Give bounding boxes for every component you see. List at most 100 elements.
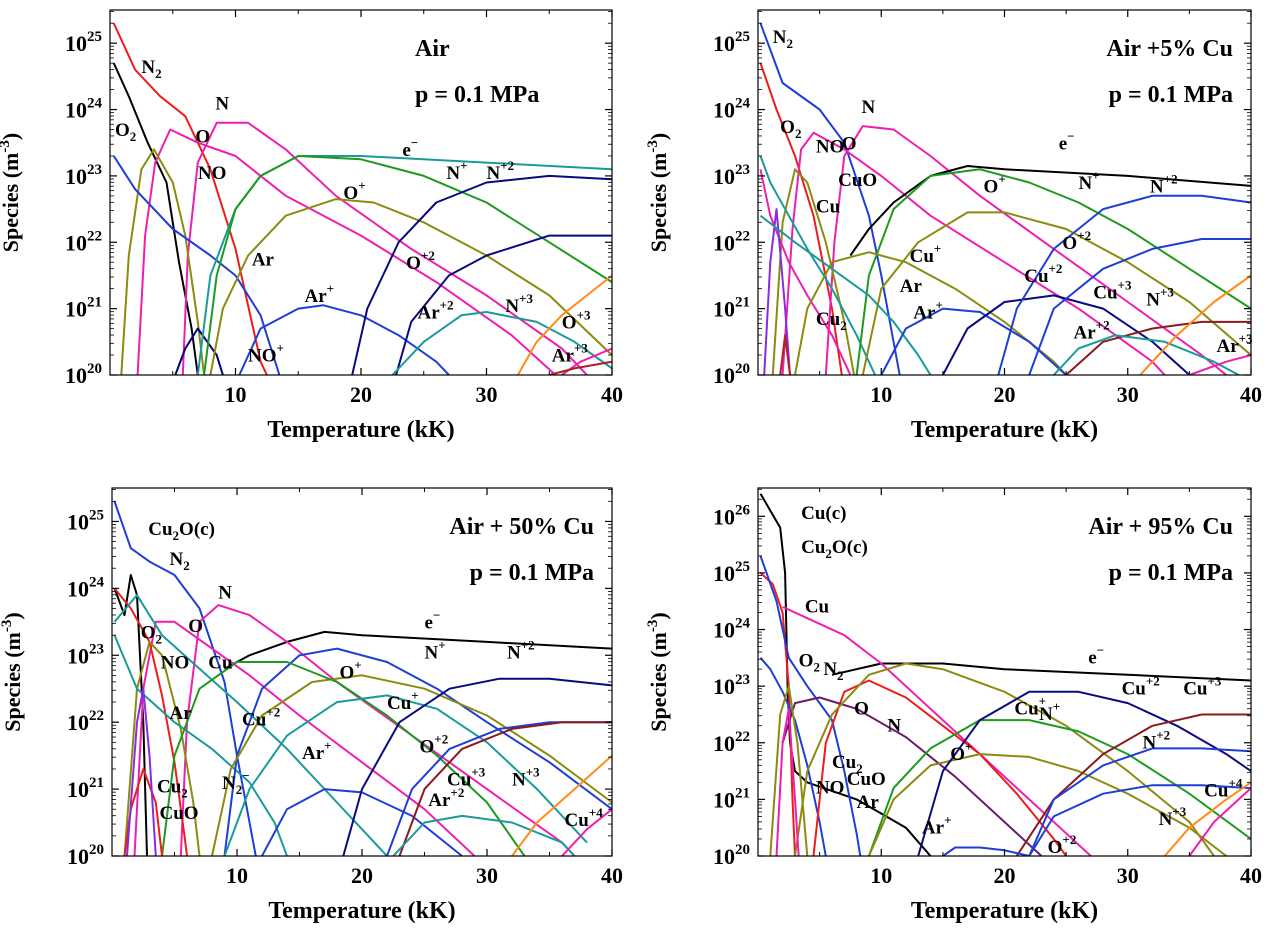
species-label-sub: 2 — [155, 66, 162, 81]
species-label: N+2 — [487, 158, 515, 184]
species-label-sub: 2 — [181, 785, 188, 800]
species-label-text: e — [1059, 133, 1067, 154]
species-label-text: Cu — [1014, 698, 1039, 719]
series-line-no — [771, 168, 856, 375]
species-label-text: N — [170, 549, 184, 570]
species-label-sup: + — [438, 638, 445, 653]
y-tick-base: 10 — [713, 504, 735, 529]
species-label-sup: +3 — [471, 765, 485, 780]
species-label: O+ — [340, 658, 362, 684]
species-label: O — [842, 133, 857, 154]
species-label-text: NO — [816, 778, 845, 799]
species-label: e− — [402, 135, 418, 161]
y-tick-base: 10 — [67, 576, 89, 601]
series-line-ar-2 — [391, 311, 612, 375]
series-line-cu-4 — [1188, 787, 1251, 856]
species-label: O+ — [984, 172, 1006, 198]
series-line-cu-4 — [561, 808, 612, 856]
x-tick-label: 20 — [994, 382, 1016, 407]
species-label-text: Ar — [857, 792, 880, 813]
y-tick-label: 1023 — [713, 162, 750, 189]
species-label-text: O — [406, 253, 421, 274]
x-axis-label: Temperature (kK) — [911, 898, 1098, 924]
y-tick-exp: 23 — [735, 162, 750, 178]
series-line-cu — [759, 169, 852, 375]
chart-panel-2: 10 20 30 40102010211022102310241025Temperat… — [645, 9, 1262, 443]
species-label: O+ — [343, 178, 365, 204]
species-label: Ar+3 — [552, 341, 589, 367]
species-label-text: Cu — [148, 519, 173, 540]
x-tick-label: 10 — [870, 863, 892, 888]
species-label-text: N — [887, 715, 901, 736]
species-label-text: Cu — [157, 776, 182, 797]
series-line-o-2 — [1028, 784, 1251, 856]
series-line-n2 — [759, 555, 862, 856]
series-line-e- — [789, 742, 932, 856]
species-label-text: O — [141, 623, 156, 644]
series-group — [759, 22, 1251, 375]
species-label-text: N — [505, 296, 519, 317]
species-label-text: Ar — [305, 286, 328, 307]
species-label-sup: +3 — [1160, 284, 1174, 299]
species-label-text: N — [1078, 173, 1092, 194]
y-tick-label: 1022 — [713, 228, 750, 255]
species-label: N+ — [1039, 699, 1060, 725]
species-label-text: O — [188, 616, 203, 637]
y-tick-exp: 20 — [735, 361, 750, 377]
species-label: O2 — [141, 623, 162, 647]
species-label-text: O — [115, 120, 130, 141]
species-label-sub: 2 — [837, 668, 844, 683]
y-tick-label: 1024 — [713, 616, 751, 643]
x-tick-label: 30 — [476, 863, 498, 888]
species-label: N+2 — [1143, 727, 1171, 753]
species-label: Cu+ — [387, 688, 419, 714]
species-label-text: e — [402, 140, 410, 161]
y-tick-base: 10 — [713, 618, 735, 643]
y-axis-label-end: ) — [0, 133, 23, 140]
species-label-text: O — [340, 663, 355, 684]
species-label-text: Cu — [1122, 679, 1147, 700]
species-label: N+3 — [1146, 284, 1174, 310]
species-label-sup: +4 — [1228, 776, 1242, 791]
y-tick-base: 10 — [713, 98, 735, 123]
species-label: e− — [1088, 643, 1104, 669]
y-tick-exp: 25 — [89, 507, 104, 523]
species-label: Cu+2 — [1122, 674, 1160, 700]
species-label-text: N — [823, 659, 837, 680]
species-label: Cu2 — [157, 776, 188, 800]
y-tick-label: 1021 — [65, 295, 102, 322]
species-label-text: O — [780, 117, 795, 138]
species-label: N2 — [773, 27, 793, 51]
y-tick-label: 1022 — [713, 729, 750, 756]
species-label-text: N — [1039, 704, 1053, 725]
species-label-sup: − — [1067, 128, 1074, 143]
species-label-sup: + — [460, 158, 467, 173]
series-line-ar- — [238, 304, 450, 375]
species-label-text: O — [799, 650, 814, 671]
species-label: O2 — [780, 117, 801, 141]
species-label-text: Cu — [387, 693, 412, 714]
species-label: N+ — [425, 638, 446, 664]
species-label: Cu+4 — [565, 805, 604, 831]
series-line-n — [179, 604, 576, 856]
species-label-text: O — [562, 313, 577, 334]
y-tick-label: 1020 — [713, 842, 750, 869]
series-line-e- — [849, 165, 1251, 257]
series-line-no- — [174, 327, 224, 375]
species-label-sup: + — [935, 298, 942, 313]
species-label: N2 — [170, 549, 190, 573]
species-label-text: O — [842, 133, 857, 154]
series-line-n-3 — [1163, 781, 1251, 856]
series-line-n-2 — [342, 677, 612, 856]
y-tick-label: 1025 — [65, 29, 102, 56]
species-label-text: CuO — [847, 769, 886, 790]
species-label-text: N — [215, 94, 229, 115]
y-axis-label: Species (m-3) — [0, 133, 23, 252]
species-label-text: N — [1150, 177, 1164, 198]
series-line-o- — [209, 198, 612, 375]
x-tick-label: 40 — [601, 382, 623, 407]
species-label: Cu+ — [1014, 693, 1046, 719]
chart-subtitle: p = 0.1 MPa — [415, 82, 539, 108]
species-label-sub: 2 — [840, 318, 847, 333]
